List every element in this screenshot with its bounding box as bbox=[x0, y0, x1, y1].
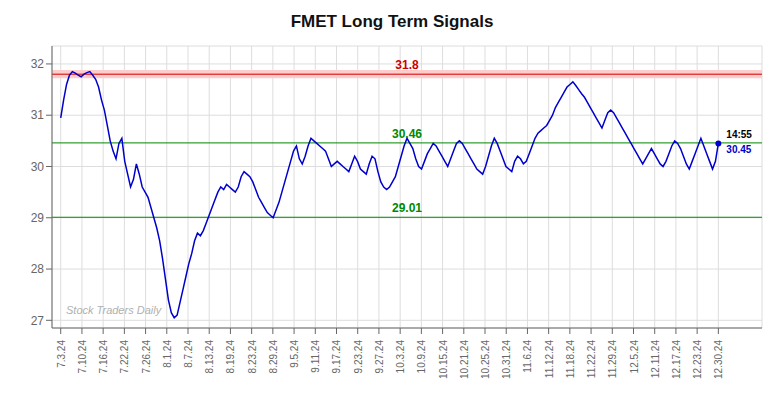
svg-text:10.31.24: 10.31.24 bbox=[501, 340, 512, 379]
svg-text:9.27.24: 9.27.24 bbox=[374, 340, 385, 374]
svg-text:14:55: 14:55 bbox=[726, 129, 752, 140]
svg-text:9.5.24: 9.5.24 bbox=[289, 340, 300, 368]
html-text:Stock Traders Daily: Stock Traders Daily bbox=[66, 304, 162, 316]
svg-text:11.29.24: 11.29.24 bbox=[607, 340, 618, 379]
html-text:FMET Long Term Signals: FMET Long Term Signals bbox=[290, 12, 494, 31]
svg-text:12.23.24: 12.23.24 bbox=[692, 340, 703, 379]
svg-text:29.01: 29.01 bbox=[392, 201, 422, 215]
svg-text:8.29.24: 8.29.24 bbox=[268, 340, 279, 374]
svg-text:10.21.24: 10.21.24 bbox=[459, 340, 470, 379]
svg-text:11.12.24: 11.12.24 bbox=[544, 340, 555, 379]
svg-text:8.19.24: 8.19.24 bbox=[225, 340, 236, 374]
svg-text:7.10.24: 7.10.24 bbox=[77, 340, 88, 374]
svg-text:27: 27 bbox=[31, 314, 45, 328]
svg-text:8.13.24: 8.13.24 bbox=[204, 340, 215, 374]
svg-text:10.15.24: 10.15.24 bbox=[438, 340, 449, 379]
svg-text:11.6.24: 11.6.24 bbox=[522, 340, 533, 373]
svg-text:9.17.24: 9.17.24 bbox=[331, 340, 342, 374]
svg-text:12.11.24: 12.11.24 bbox=[650, 340, 661, 379]
svg-text:8.7.24: 8.7.24 bbox=[183, 340, 194, 368]
svg-text:9.23.24: 9.23.24 bbox=[353, 340, 364, 374]
svg-text:7.16.24: 7.16.24 bbox=[98, 340, 109, 374]
svg-text:12.17.24: 12.17.24 bbox=[671, 340, 682, 379]
svg-text:29: 29 bbox=[31, 211, 45, 225]
svg-text:10.3.24: 10.3.24 bbox=[395, 340, 406, 374]
svg-text:7.3.24: 7.3.24 bbox=[56, 340, 67, 368]
svg-text:11.18.24: 11.18.24 bbox=[565, 340, 576, 379]
svg-text:7.22.24: 7.22.24 bbox=[119, 340, 130, 374]
svg-text:31.8: 31.8 bbox=[395, 58, 419, 72]
svg-text:31: 31 bbox=[31, 108, 45, 122]
svg-text:8.23.24: 8.23.24 bbox=[247, 340, 258, 374]
svg-text:30.46: 30.46 bbox=[392, 127, 422, 141]
svg-text:7.26.24: 7.26.24 bbox=[141, 340, 152, 374]
svg-text:28: 28 bbox=[31, 262, 45, 276]
svg-text:9.11.24: 9.11.24 bbox=[310, 340, 321, 373]
svg-text:12.5.24: 12.5.24 bbox=[629, 340, 640, 374]
svg-text:10.25.24: 10.25.24 bbox=[480, 340, 491, 379]
svg-text:30: 30 bbox=[31, 160, 45, 174]
svg-text:10.9.24: 10.9.24 bbox=[416, 340, 427, 374]
svg-text:30.45: 30.45 bbox=[726, 144, 751, 155]
svg-text:11.22.24: 11.22.24 bbox=[586, 340, 597, 379]
svg-text:8.1.24: 8.1.24 bbox=[162, 340, 173, 368]
svg-text:32: 32 bbox=[31, 57, 45, 71]
svg-text:12.30.24: 12.30.24 bbox=[713, 340, 724, 379]
